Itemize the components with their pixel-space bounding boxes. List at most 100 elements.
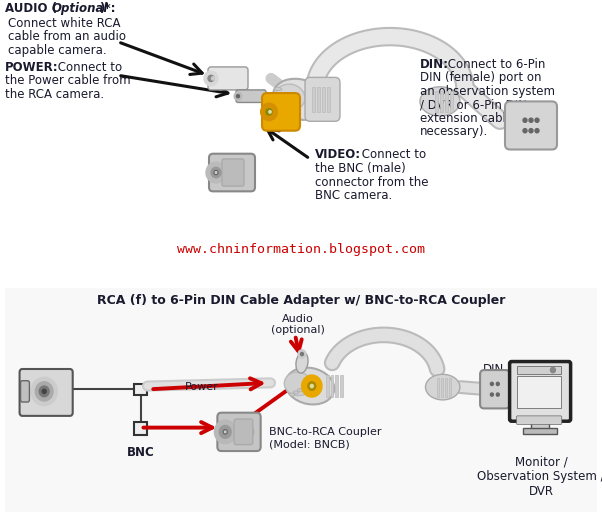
Bar <box>523 427 557 434</box>
Text: necessary).: necessary). <box>420 125 488 138</box>
Bar <box>445 91 448 112</box>
Text: DIN:: DIN: <box>420 57 449 70</box>
Bar <box>448 378 451 397</box>
Circle shape <box>529 118 533 122</box>
Bar <box>441 378 443 397</box>
Bar <box>134 422 147 435</box>
Ellipse shape <box>294 391 299 394</box>
FancyBboxPatch shape <box>209 154 255 191</box>
Text: DIN: DIN <box>483 363 504 376</box>
Text: an observation system: an observation system <box>420 84 555 98</box>
Circle shape <box>535 128 539 133</box>
Circle shape <box>206 162 226 183</box>
Text: Monitor /
Observation System /
DVR: Monitor / Observation System / DVR <box>477 455 602 498</box>
Bar <box>327 87 330 112</box>
Text: connector from the: connector from the <box>315 176 429 189</box>
Text: the BNC (male): the BNC (male) <box>315 162 406 175</box>
Text: RCA (f) to 6-Pin DIN Cable Adapter w/ BNC-to-RCA Coupler: RCA (f) to 6-Pin DIN Cable Adapter w/ BN… <box>97 294 505 307</box>
Ellipse shape <box>273 79 327 120</box>
Circle shape <box>39 386 49 397</box>
Text: Connect to: Connect to <box>358 149 426 162</box>
Circle shape <box>204 71 218 86</box>
Ellipse shape <box>274 87 282 91</box>
Bar <box>134 384 147 395</box>
Bar <box>440 91 443 112</box>
Circle shape <box>244 426 254 437</box>
Circle shape <box>266 109 272 115</box>
Bar <box>445 378 447 397</box>
Circle shape <box>214 170 218 175</box>
Bar <box>317 87 320 112</box>
Bar <box>340 376 343 397</box>
Text: the Power cable from: the Power cable from <box>5 74 131 87</box>
Circle shape <box>269 111 271 113</box>
Circle shape <box>231 167 241 178</box>
Text: Connect white RCA: Connect white RCA <box>8 17 120 30</box>
Circle shape <box>535 118 539 122</box>
Circle shape <box>223 430 227 434</box>
FancyBboxPatch shape <box>305 77 340 121</box>
Text: BNC camera.: BNC camera. <box>315 189 393 202</box>
Text: VIDEO:: VIDEO: <box>315 149 361 162</box>
Text: Audio
(optional): Audio (optional) <box>271 313 325 335</box>
FancyBboxPatch shape <box>222 159 244 186</box>
Text: AUDIO (: AUDIO ( <box>5 2 57 15</box>
FancyBboxPatch shape <box>20 381 29 402</box>
FancyBboxPatch shape <box>20 369 73 416</box>
Ellipse shape <box>296 352 308 373</box>
Bar <box>312 87 315 112</box>
Bar <box>518 366 561 375</box>
Ellipse shape <box>302 386 306 390</box>
Ellipse shape <box>297 388 302 392</box>
Text: the RCA camera.: the RCA camera. <box>5 88 104 101</box>
Bar <box>326 376 329 397</box>
Text: BNC-to-RCA Coupler
(Model: BNCB): BNC-to-RCA Coupler (Model: BNCB) <box>268 427 381 449</box>
Ellipse shape <box>420 87 460 116</box>
Circle shape <box>261 104 277 120</box>
FancyBboxPatch shape <box>510 362 571 421</box>
FancyBboxPatch shape <box>236 90 266 103</box>
Text: capable camera.: capable camera. <box>8 44 107 57</box>
Text: / DVR or 6-Pin DIN: / DVR or 6-Pin DIN <box>420 98 527 111</box>
Text: )*:: )*: <box>99 2 116 15</box>
Bar <box>330 376 334 397</box>
Ellipse shape <box>268 108 276 111</box>
Bar <box>437 378 439 397</box>
Ellipse shape <box>284 372 312 396</box>
Text: Optional: Optional <box>52 2 108 15</box>
Circle shape <box>211 77 214 80</box>
Bar <box>435 91 438 112</box>
Circle shape <box>523 128 527 133</box>
Bar <box>335 376 338 397</box>
Ellipse shape <box>285 368 334 405</box>
FancyBboxPatch shape <box>0 281 602 518</box>
Circle shape <box>208 75 214 81</box>
Circle shape <box>496 393 499 396</box>
FancyBboxPatch shape <box>234 419 253 444</box>
Circle shape <box>308 382 316 390</box>
FancyBboxPatch shape <box>480 370 510 408</box>
Circle shape <box>31 378 57 405</box>
Text: extension cable (if: extension cable (if <box>420 112 529 125</box>
Ellipse shape <box>270 103 278 106</box>
Ellipse shape <box>275 84 305 110</box>
Text: cable from an audio: cable from an audio <box>8 31 126 44</box>
Circle shape <box>42 389 46 394</box>
Circle shape <box>237 95 240 98</box>
FancyBboxPatch shape <box>208 67 248 90</box>
Circle shape <box>302 376 321 397</box>
Circle shape <box>491 382 494 385</box>
Circle shape <box>211 167 221 178</box>
Bar <box>322 87 325 112</box>
FancyBboxPatch shape <box>262 93 300 131</box>
Text: BNC: BNC <box>127 445 155 459</box>
FancyBboxPatch shape <box>517 416 562 424</box>
Circle shape <box>550 367 556 373</box>
Circle shape <box>496 382 499 385</box>
Text: Connect to: Connect to <box>54 61 122 74</box>
Circle shape <box>219 425 231 438</box>
Circle shape <box>523 118 527 122</box>
Circle shape <box>214 420 236 443</box>
Circle shape <box>215 171 217 174</box>
Ellipse shape <box>271 97 279 101</box>
